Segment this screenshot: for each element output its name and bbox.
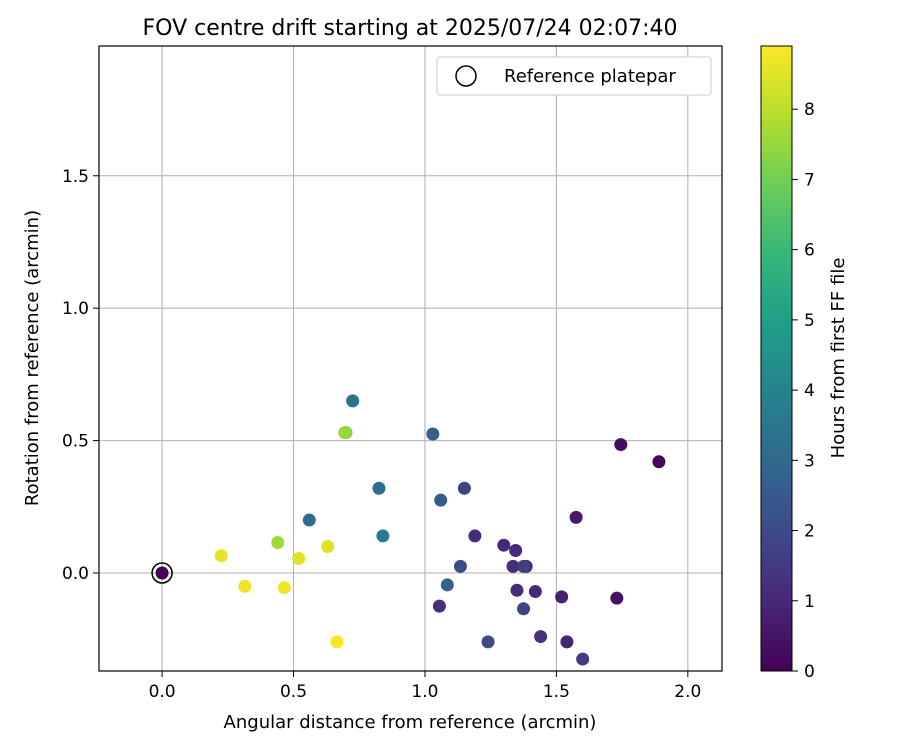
data-point: [468, 529, 482, 543]
legend-reference-marker: [455, 65, 477, 87]
data-point: [560, 635, 574, 649]
legend-box: [436, 56, 712, 96]
data-point: [376, 529, 390, 543]
colorbar-tick-label: 1: [804, 592, 815, 612]
colorbar-tick-label: 7: [804, 170, 815, 190]
data-point: [434, 493, 448, 507]
y-axis-title: Rotation from reference (arcmin): [22, 210, 43, 506]
data-point: [338, 426, 352, 440]
plot-area: 0.0 0.5 1.0 1.5 2.0 0.0 0.5 1.0 1.5: [62, 45, 723, 702]
data-point: [497, 538, 511, 552]
data-point: [238, 579, 252, 593]
data-point: [302, 513, 316, 527]
data-point: [271, 536, 285, 550]
colorbar-tick-label: 6: [804, 241, 815, 261]
plot-background: [99, 46, 722, 671]
plot-frame: [98, 45, 723, 672]
data-point: [569, 510, 583, 524]
legend: Reference platepar: [436, 56, 712, 96]
data-point: [321, 540, 335, 554]
colorbar-tick-label: 4: [804, 381, 815, 401]
data-point: [330, 635, 344, 649]
data-point: [155, 566, 169, 580]
data-point: [214, 549, 228, 563]
y-tick-label: 1.5: [62, 167, 89, 187]
data-point: [346, 394, 360, 408]
colorbar-title: Hours from first FF file: [828, 258, 849, 459]
data-point: [509, 544, 523, 558]
colorbar-tick-label: 0: [804, 662, 815, 682]
reference-platepar-marker: [151, 562, 173, 584]
y-tick-label: 0.5: [62, 432, 89, 452]
x-axis-title: Angular distance from reference (arcmin): [224, 712, 597, 733]
data-point: [440, 578, 454, 592]
y-tick-label: 1.0: [62, 299, 89, 319]
chart-title: FOV centre drift starting at 2025/07/24 …: [143, 16, 678, 41]
x-tick-label: 0.5: [280, 682, 307, 702]
colorbar-tick-label: 8: [804, 100, 815, 120]
x-tick-label: 1.5: [543, 682, 570, 702]
data-point: [534, 630, 548, 644]
x-tick-label: 1.0: [411, 682, 438, 702]
data-point: [506, 559, 520, 573]
data-point: [652, 455, 666, 469]
data-point: [614, 438, 628, 452]
data-point: [277, 581, 291, 595]
colorbar-tick-label: 5: [804, 311, 815, 331]
y-tick-label: 0.0: [62, 564, 89, 584]
data-point: [517, 559, 531, 573]
data-point: [555, 590, 569, 604]
x-tick-label: 0.0: [149, 682, 176, 702]
colorbar-tick-label: 3: [804, 451, 815, 471]
x-tick-label: 2.0: [674, 682, 701, 702]
data-point: [372, 481, 386, 495]
data-point: [510, 583, 524, 597]
data-point: [576, 652, 590, 666]
data-point: [453, 559, 467, 573]
colorbar: 0 1 2 3 4 5 6 7 8: [760, 45, 815, 682]
data-point: [292, 551, 306, 565]
data-point: [426, 427, 440, 441]
data-point: [528, 585, 542, 599]
colorbar-scale: [760, 45, 793, 672]
legend-label: Reference platepar: [504, 66, 676, 87]
data-point: [610, 591, 624, 605]
data-point: [517, 602, 531, 616]
data-point: [481, 635, 495, 649]
data-point: [432, 599, 446, 613]
colorbar-tick-label: 2: [804, 522, 815, 542]
data-point: [457, 481, 471, 495]
